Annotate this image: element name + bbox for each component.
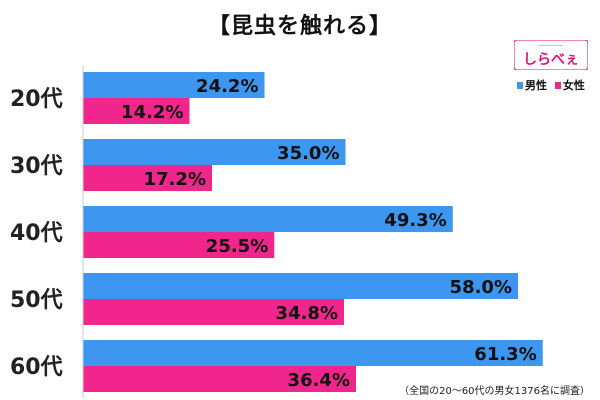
category-label: 50代 (10, 288, 63, 313)
value-label-female: 25.5% (206, 236, 268, 257)
value-label-female: 14.2% (121, 102, 183, 123)
legend-swatch-female (554, 81, 561, 89)
bar-female (83, 366, 356, 392)
value-label-male: 49.3% (384, 210, 446, 231)
brand-logo: ～～～～～～ しらべぇ (514, 40, 588, 70)
bar-male (83, 139, 346, 165)
bar-female (83, 232, 275, 258)
bar-female (83, 98, 190, 124)
legend-label-male: 男性 (525, 79, 547, 92)
category-label: 40代 (10, 221, 63, 246)
category-label: 60代 (10, 355, 63, 380)
bar-male (83, 273, 518, 299)
bar-male (83, 206, 453, 232)
category-label: 20代 (10, 87, 63, 112)
bar-female (83, 299, 344, 325)
legend: 男性 女性 (517, 77, 589, 93)
brand-text: しらべぇ (523, 52, 579, 68)
value-label-male: 24.2% (196, 76, 258, 97)
bar-female (83, 165, 212, 191)
value-label-male: 61.3% (474, 344, 536, 365)
value-label-female: 34.8% (276, 303, 338, 324)
bar-male (83, 340, 543, 366)
legend-swatch-male (517, 81, 523, 89)
legend-label-female: 女性 (562, 79, 585, 92)
category-label: 30代 (10, 154, 63, 179)
svg-text:～～～～～～: ～～～～～～ (539, 43, 563, 48)
value-label-male: 58.0% (450, 277, 512, 298)
legend-item-female: 女性 (554, 77, 585, 93)
value-label-male: 35.0% (277, 143, 339, 164)
bar-male (83, 72, 265, 98)
chart-title: 【昆虫を触れる】 (207, 14, 392, 39)
legend-item-male: 男性 (517, 77, 547, 93)
value-label-female: 36.4% (288, 370, 350, 391)
survey-note: （全国の20～60代の男女1376名に調査） (399, 386, 590, 397)
value-label-female: 17.2% (144, 169, 206, 190)
